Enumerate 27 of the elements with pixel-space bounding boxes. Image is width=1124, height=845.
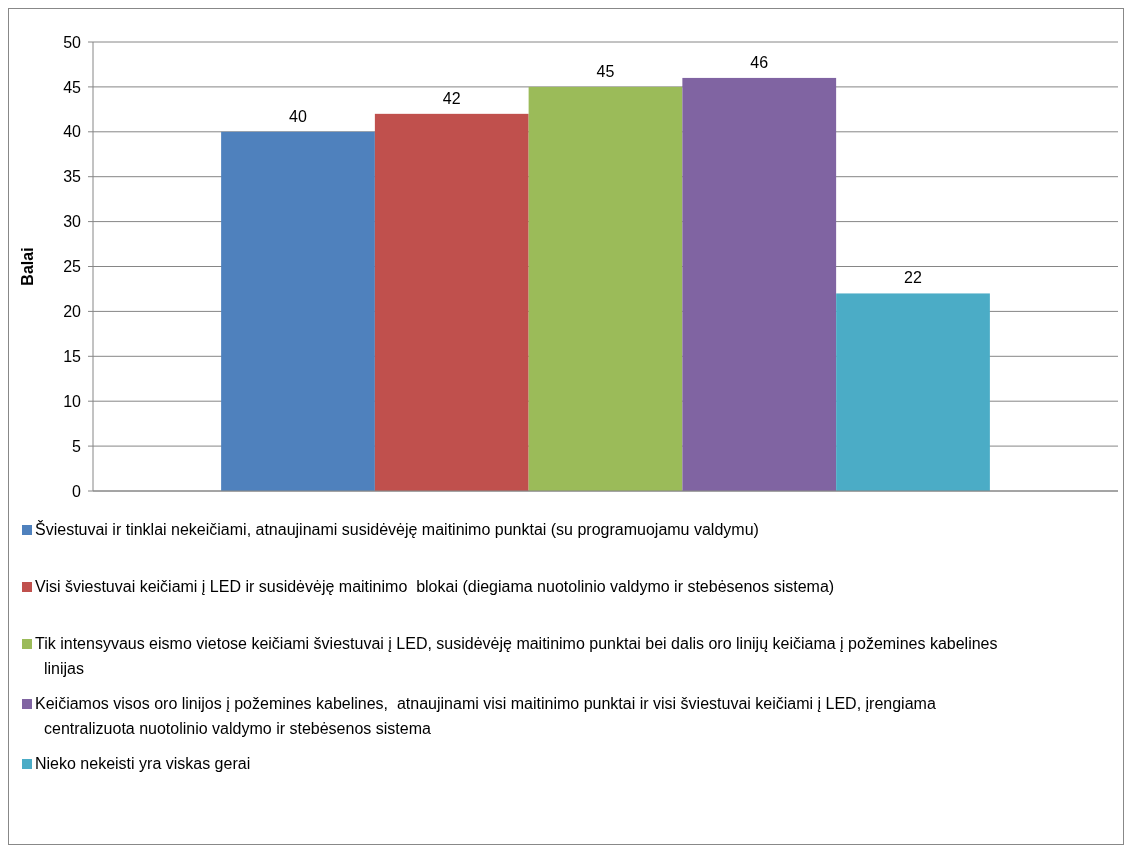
y-tick-label: 10: [63, 392, 82, 410]
y-tick-label: 40: [63, 123, 82, 141]
legend-label: Nieko nekeisti yra viskas gerai: [35, 755, 251, 772]
y-tick-label: 45: [63, 78, 82, 96]
y-tick-label: 15: [63, 347, 82, 365]
bar: [836, 293, 990, 491]
legend-label: Tik intensyvaus eismo vietose keičiami šviestuvai į LED, susidėvėję maitinimo punktai bei dalis oro linijų keičiama į požemines kabelines linijas: [35, 635, 998, 677]
data-label: 45: [596, 62, 615, 80]
data-label: 40: [289, 107, 307, 125]
legend-label: Keičiamos visos oro linijos į požemines kabelines, atnaujinami visi maitinimo punktai ir visi šviestuvai keičiami į LED, įrengiama centralizuota nuotolinio valdymo ir stebėsenos sistema: [35, 695, 936, 737]
bar: [528, 86, 683, 491]
y-tick-label: 50: [63, 33, 82, 51]
legend-label: Šviestuvai ir tinklai nekeičiami, atnaujinami susidėvėję maitinimo punktai (su programuojamu valdymu): [35, 520, 759, 538]
y-tick-label: 25: [63, 258, 82, 276]
bar: [682, 77, 837, 491]
bar: [374, 113, 529, 491]
legend-label: Visi šviestuvai keičiami į LED ir susidėvėję maitinimo blokai (diegiama nuotolinio valdymo ir stebėsenos sistema): [35, 578, 835, 595]
y-tick-label: 30: [63, 213, 82, 231]
y-tick-label: 20: [63, 303, 82, 320]
y-axis-title: Balai: [19, 247, 36, 286]
y-tick-label: 0: [72, 482, 82, 500]
bar: [221, 131, 375, 491]
y-tick-label: 35: [63, 168, 82, 186]
data-label: 22: [904, 269, 922, 287]
data-label: 46: [750, 53, 769, 71]
data-label: 42: [442, 89, 461, 107]
y-tick-label: 5: [72, 437, 82, 455]
